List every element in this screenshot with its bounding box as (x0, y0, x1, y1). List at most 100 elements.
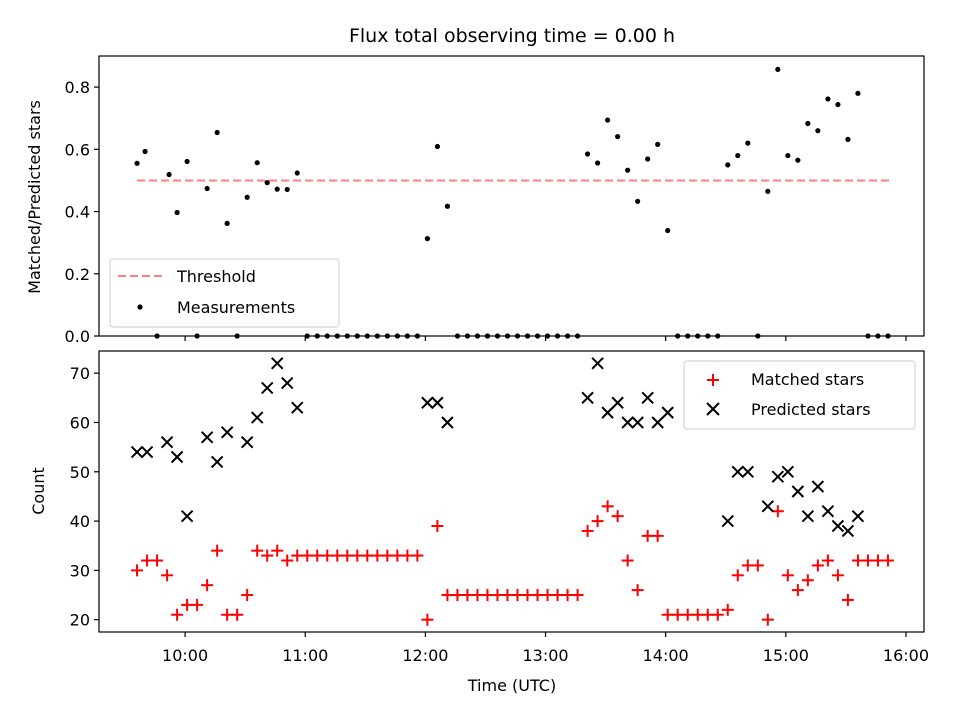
predicted-stars-point (621, 416, 634, 429)
bottom-xtick-label: 10:00 (162, 646, 208, 665)
predicted-stars-point (801, 509, 815, 523)
matched-stars-point (341, 549, 354, 562)
predicted-stars-point (180, 509, 194, 523)
bottom-xlabel: Time (UTC) (467, 676, 556, 695)
matched-stars-point (641, 529, 654, 542)
chart-title: Flux total observing time = 0.00 h (349, 25, 675, 47)
measurement-point (815, 128, 821, 134)
matched-stars-point (611, 510, 624, 523)
bottom-xtick-label: 15:00 (763, 646, 809, 665)
matched-stars-point (531, 589, 544, 602)
predicted-stars-point (741, 465, 754, 478)
matched-stars-point (451, 589, 464, 602)
legend-matched-marker (707, 374, 719, 386)
matched-stars-point (221, 608, 234, 621)
measurement-point (775, 66, 781, 72)
matched-stars-point (761, 613, 774, 626)
matched-stars-point (401, 549, 414, 562)
matched-stars-point (241, 589, 254, 602)
bottom-xtick-label: 16:00 (883, 646, 929, 665)
measurement-point (294, 170, 300, 176)
measurement-point (615, 133, 621, 140)
measurement-point (745, 140, 751, 146)
predicted-stars-point (821, 505, 835, 518)
matched-stars-point (441, 589, 454, 602)
matched-stars-point (171, 608, 184, 621)
measurement-point (845, 136, 851, 142)
measurement-point (645, 156, 651, 162)
matched-stars-point (511, 589, 524, 602)
matched-stars-point (541, 589, 554, 602)
measurement-point (725, 162, 731, 168)
measurement-point (134, 160, 140, 166)
bottom-ytick-label: 60 (70, 413, 90, 432)
matched-stars-point (301, 549, 314, 562)
measurement-point (655, 141, 661, 147)
measurement-point (166, 171, 172, 178)
matched-stars-point (141, 554, 154, 567)
bottom-xtick-label: 11:00 (282, 646, 328, 665)
matched-stars-point (481, 589, 494, 602)
predicted-stars-point (591, 357, 604, 370)
measurement-point (855, 90, 861, 96)
matched-stars-point (161, 569, 174, 582)
matched-stars-point (261, 549, 274, 562)
matched-stars-point (561, 589, 574, 602)
bottom-ylabel: Count (29, 467, 48, 515)
measurement-point (795, 157, 801, 163)
predicted-stars-point (661, 406, 674, 419)
measurement-point (204, 185, 210, 192)
matched-stars-point (851, 554, 864, 567)
matched-stars-point (811, 559, 824, 572)
predicted-stars-point (441, 416, 454, 429)
measurement-point (595, 160, 601, 166)
predicted-stars-point (130, 445, 144, 459)
matched-stars-point (601, 500, 614, 513)
bottom-legend: Matched stars Predicted stars (683, 360, 916, 430)
matched-stars-point (801, 574, 814, 587)
matched-stars-point (461, 589, 474, 602)
predicted-stars-point (271, 357, 284, 370)
measurement-point (224, 220, 230, 226)
bottom-ytick-label: 30 (70, 561, 90, 580)
measurement-point (274, 186, 280, 192)
matched-stars-point (551, 589, 564, 602)
top-ytick-label: 0.8 (65, 78, 90, 97)
matched-stars-point (181, 598, 194, 611)
matched-stars-point (131, 564, 144, 577)
matched-stars-point (201, 579, 214, 592)
matched-stars-point (271, 544, 284, 557)
measurement-point (254, 160, 260, 166)
predicted-stars-point (220, 426, 234, 439)
bottom-ytick-label: 40 (70, 512, 90, 531)
matched-stars-point (151, 554, 164, 567)
matched-stars-point (501, 589, 514, 602)
matched-stars-point (791, 584, 804, 597)
matched-stars-point (281, 554, 294, 567)
matched-stars-point (881, 554, 894, 567)
predicted-stars-point (631, 416, 644, 429)
bottom-xticks: 10:00 11:00 12:00 13:00 14:00 15:00 16:00 (162, 632, 929, 665)
measurement-point (605, 117, 611, 123)
matched-stars-point (231, 608, 244, 621)
predicted-stars-point (731, 465, 744, 478)
measurement-point (835, 101, 841, 108)
measurement-point (785, 152, 791, 159)
measurement-point (805, 120, 811, 127)
predicted-stars-point (431, 396, 444, 409)
measurement-point (214, 129, 220, 136)
predicted-stars-point (170, 450, 184, 464)
predicted-stars-point (851, 509, 865, 523)
measurement-point (142, 148, 148, 155)
measurement-point (184, 158, 190, 165)
predicted-stars-point (641, 391, 654, 405)
predicted-stars-point (421, 396, 434, 409)
legend-matched-label: Matched stars (751, 370, 864, 389)
top-yticks: 0.0 0.2 0.4 0.6 0.8 (65, 78, 99, 346)
measurement-point (625, 167, 631, 173)
bottom-xtick-label: 14:00 (643, 646, 689, 665)
matched-stars-point (391, 549, 404, 562)
matched-stars-point (591, 515, 604, 528)
predicted-stars-point (811, 480, 825, 493)
matched-stars-point (781, 569, 794, 582)
